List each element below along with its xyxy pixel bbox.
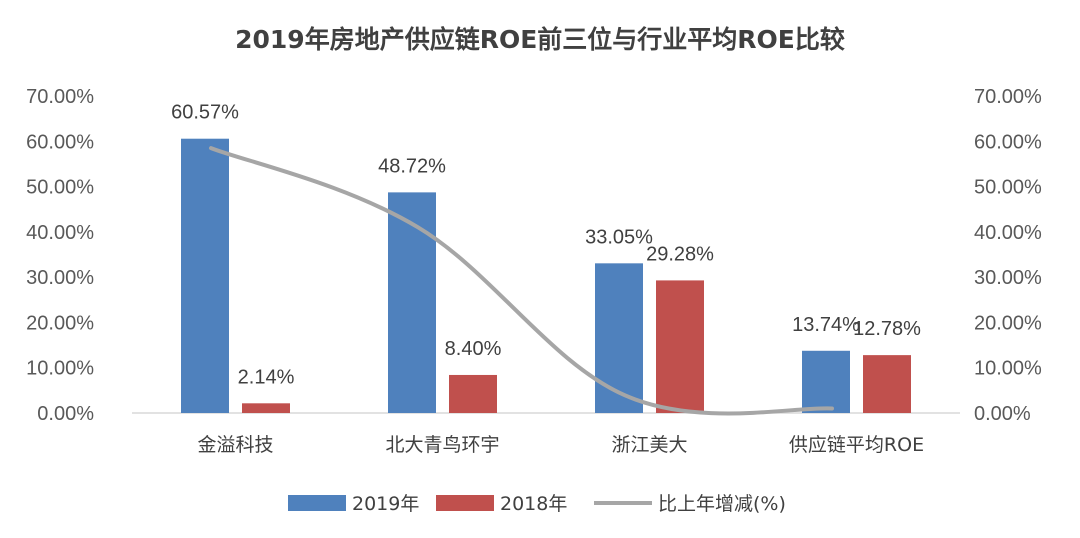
legend-label: 2019年 — [352, 493, 419, 515]
left-tick-label: 50.00% — [26, 177, 94, 199]
legend-swatch — [436, 495, 494, 511]
left-axis: 0.00% 10.00% 20.00% 30.00% 40.00% 50.00% 60.00… — [26, 86, 94, 425]
bars — [181, 138, 911, 414]
category-label: 供应链平均ROE — [789, 434, 924, 456]
category-label: 金溢科技 — [197, 434, 273, 456]
legend-swatch — [288, 495, 346, 511]
right-tick-label: 60.00% — [974, 131, 1042, 153]
category-label: 北大青鸟环宇 — [385, 434, 499, 456]
data-label: 29.28% — [646, 243, 714, 265]
left-tick-label: 10.00% — [26, 358, 94, 380]
data-label: 60.57% — [171, 102, 239, 124]
category-label: 浙江美大 — [611, 434, 687, 456]
bar-2019-2 — [595, 263, 643, 413]
data-label: 12.78% — [853, 318, 921, 340]
data-label: 48.72% — [378, 155, 446, 177]
bar-2018-1 — [449, 374, 497, 413]
bar-2019-3 — [802, 350, 850, 413]
bar-2019-0 — [181, 138, 229, 414]
right-tick-label: 30.00% — [974, 267, 1042, 289]
bar-2018-2 — [656, 280, 704, 413]
left-tick-label: 30.00% — [26, 267, 94, 289]
left-tick-label: 40.00% — [26, 222, 94, 244]
left-tick-label: 70.00% — [26, 86, 94, 108]
bar-2019-1 — [388, 192, 436, 413]
right-tick-label: 20.00% — [974, 312, 1042, 334]
line-change-vs-prior-year — [209, 146, 834, 416]
line-series — [209, 146, 834, 416]
legend-label: 2018年 — [500, 493, 567, 515]
right-tick-label: 50.00% — [974, 177, 1042, 199]
right-axis: 0.00% 10.00% 20.00% 30.00% 40.00% 50.00% 60.00… — [974, 86, 1042, 425]
right-tick-label: 40.00% — [974, 222, 1042, 244]
data-label: 8.40% — [445, 338, 502, 360]
legend: 2019年 2018年 比上年增减(%) — [288, 493, 786, 515]
left-tick-label: 0.00% — [37, 403, 94, 425]
legend-label: 比上年增减(%) — [658, 493, 786, 515]
chart-title: 2019年房地产供应链ROE前三位与行业平均ROE比较 — [235, 25, 845, 54]
bar-2018-0 — [242, 403, 290, 413]
left-tick-label: 20.00% — [26, 312, 94, 334]
bar-2018-3 — [863, 355, 911, 413]
data-label: 2.14% — [238, 366, 295, 388]
category-labels: 金溢科技 北大青鸟环宇 浙江美大 供应链平均ROE — [197, 434, 924, 456]
right-tick-label: 10.00% — [974, 358, 1042, 380]
right-tick-label: 70.00% — [974, 86, 1042, 108]
data-labels: 60.57% 2.14% 48.72% 8.40% 33.05%29.28% 13.74%… — [171, 102, 921, 389]
left-tick-label: 60.00% — [26, 131, 94, 153]
right-tick-label: 0.00% — [974, 403, 1031, 425]
data-label: 13.74% — [792, 314, 860, 336]
data-label: 33.05% — [585, 226, 653, 248]
